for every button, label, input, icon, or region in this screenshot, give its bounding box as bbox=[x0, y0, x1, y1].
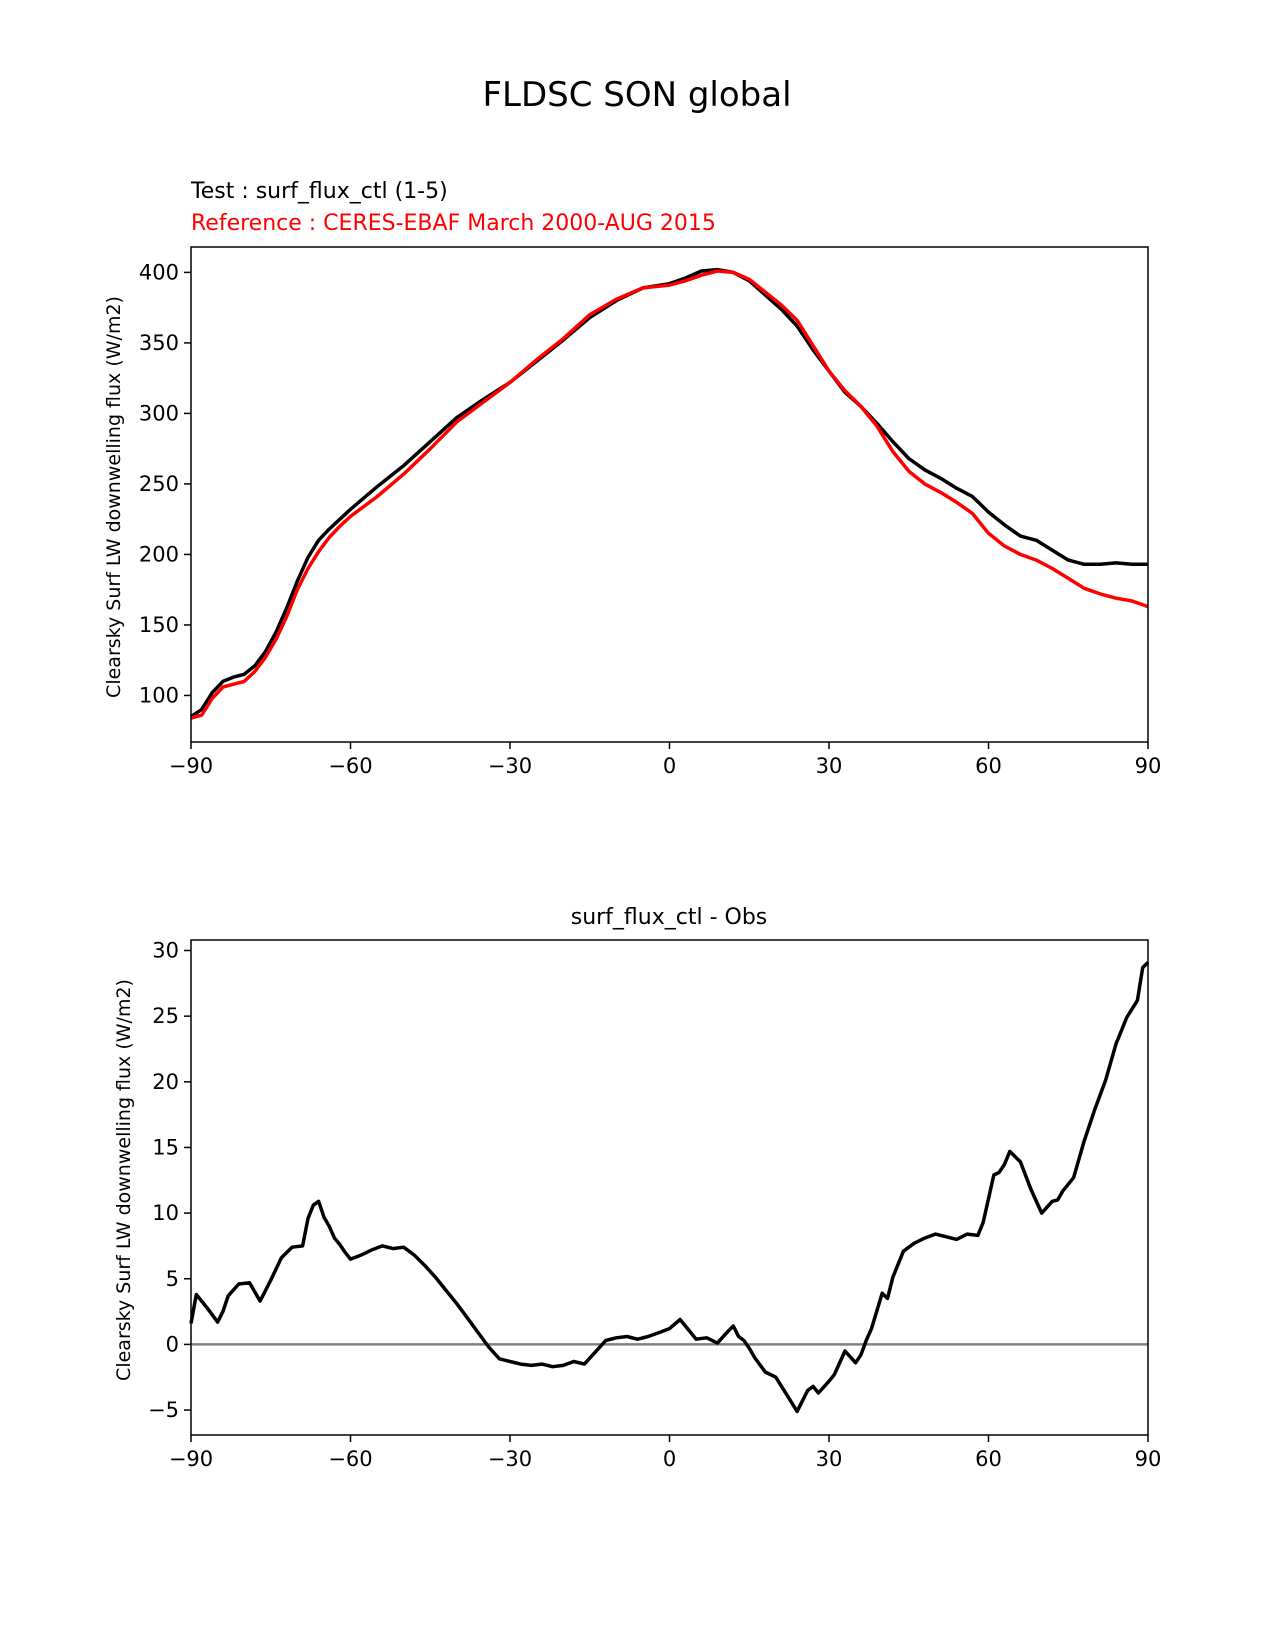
reference-label: Reference : CERES-EBAF March 2000-AUG 20… bbox=[191, 211, 716, 236]
top-x-tick-label: −60 bbox=[328, 754, 372, 778]
bottom-y-axis-label: Clearsky Surf LW downwelling flux (W/m2) bbox=[113, 979, 135, 1381]
top-panel: Test : surf_flux_ctl (1-5) Reference : C… bbox=[103, 179, 1161, 778]
top-plot-area: −90 −60 −30 0 30 60 90 100 150 200 250 300 350 400 bbox=[139, 246, 1162, 778]
top-y-tick-label: 150 bbox=[139, 613, 179, 637]
top-axes-frame bbox=[190, 246, 1149, 743]
top-y-tick-label: 400 bbox=[139, 260, 179, 284]
bottom-x-tick-label: 0 bbox=[663, 1447, 676, 1471]
top-x-tick-label: −30 bbox=[488, 754, 532, 778]
top-series-test-line bbox=[190, 267, 1148, 719]
bottom-y-tick-label: 0 bbox=[166, 1332, 179, 1356]
bottom-series-test-line bbox=[189, 961, 1150, 1414]
bottom-y-tick-label: 25 bbox=[152, 1004, 179, 1028]
test-label: Test : surf_flux_ctl (1-5) bbox=[190, 179, 448, 204]
bottom-y-tick-label: 30 bbox=[152, 939, 179, 963]
bottom-panel: surf_flux_ctl - Obs Clearsky Surf LW dow… bbox=[113, 905, 1161, 1471]
bottom-x-tick-label: −30 bbox=[488, 1447, 532, 1471]
top-x-tick-label: 90 bbox=[1135, 754, 1162, 778]
top-y-tick-label: 350 bbox=[139, 331, 179, 355]
bottom-y-tick-label: 15 bbox=[152, 1135, 179, 1159]
bottom-x-tick-label: 90 bbox=[1135, 1447, 1162, 1471]
bottom-plot-area: −90 −60 −30 0 30 60 90 −5 0 5 10 15 20 25 30 bbox=[148, 939, 1161, 1471]
top-x-tick-label: 0 bbox=[663, 754, 676, 778]
top-y-tick-label: 250 bbox=[139, 472, 179, 496]
top-series-reference-line bbox=[190, 269, 1149, 720]
top-x-tick-label: −90 bbox=[169, 754, 213, 778]
top-y-tick-label: 200 bbox=[139, 542, 179, 566]
bottom-x-tick-label: 30 bbox=[816, 1447, 843, 1471]
bottom-x-tick-label: 60 bbox=[975, 1447, 1002, 1471]
bottom-title: surf_flux_ctl - Obs bbox=[571, 905, 768, 930]
bottom-y-tick-label: −5 bbox=[148, 1398, 179, 1422]
bottom-y-tick-label: 5 bbox=[166, 1267, 179, 1291]
top-y-tick-label: 100 bbox=[139, 683, 179, 707]
figure-suptitle: FLDSC SON global bbox=[482, 75, 791, 115]
top-y-tick-label: 300 bbox=[139, 401, 179, 425]
top-y-axis-label: Clearsky Surf LW downwelling flux (W/m2) bbox=[103, 296, 125, 698]
bottom-x-tick-label: −90 bbox=[169, 1447, 213, 1471]
bottom-y-tick-label: 20 bbox=[152, 1070, 179, 1094]
bottom-x-tick-label: −60 bbox=[328, 1447, 372, 1471]
top-x-tick-label: 30 bbox=[816, 754, 843, 778]
bottom-axes-frame bbox=[190, 939, 1149, 1436]
top-x-tick-label: 60 bbox=[975, 754, 1002, 778]
bottom-y-tick-label: 10 bbox=[152, 1201, 179, 1225]
